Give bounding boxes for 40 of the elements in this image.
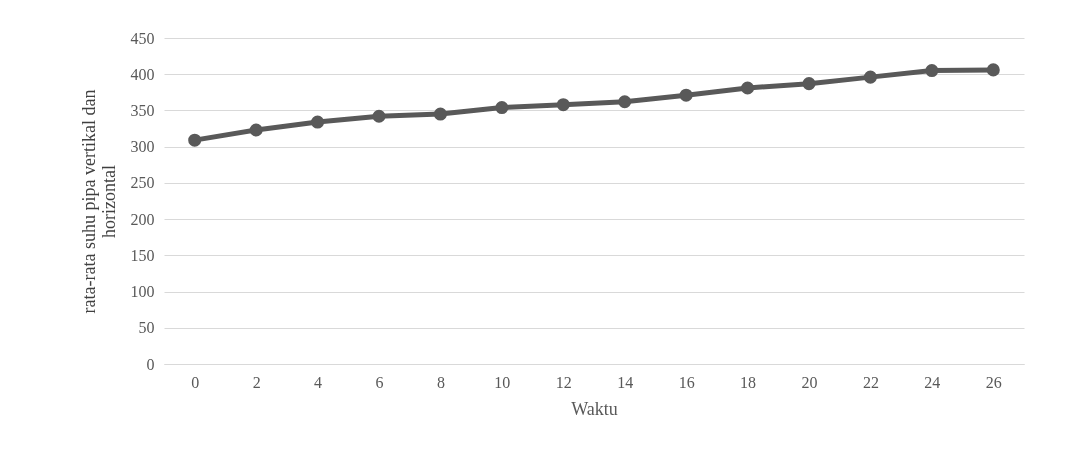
point [311, 115, 325, 129]
x-tick-label: 8 [436, 373, 445, 391]
y-tick-label: 150 [130, 246, 155, 264]
point [433, 107, 447, 121]
y-tick-label: 350 [130, 101, 155, 119]
point [863, 70, 877, 84]
point [495, 101, 509, 115]
x-tick-label: 20 [801, 373, 818, 391]
x-tick-label: 24 [924, 373, 941, 391]
point [986, 63, 1000, 77]
point [372, 109, 386, 123]
x-tick-label: 2 [252, 373, 261, 391]
y-tick-label: 400 [130, 65, 155, 83]
x-axis-title: Waktu [571, 398, 618, 419]
point [925, 64, 939, 78]
x-tick-label: 4 [314, 373, 323, 391]
y-tick-label: 50 [138, 319, 155, 337]
x-tick-label: 6 [375, 373, 384, 391]
x-tick-label: 16 [678, 373, 695, 391]
x-tick-label: 18 [740, 373, 757, 391]
y-tick-label: 200 [130, 210, 155, 228]
point [188, 133, 202, 147]
x-tick-label: 26 [985, 373, 1002, 391]
x-tick-label: 0 [191, 373, 200, 391]
point [741, 81, 755, 95]
point [618, 95, 632, 109]
y-tick-label: 300 [130, 138, 155, 156]
y-tick-label: 450 [130, 29, 155, 47]
y-tick-label: 250 [130, 174, 155, 192]
point [679, 88, 693, 102]
point [802, 77, 816, 91]
x-tick-label: 12 [555, 373, 572, 391]
y-axis-title: rata-rata suhu pipa vertikal dan horizontal [78, 89, 119, 314]
x-tick-label: 10 [494, 373, 511, 391]
point [249, 123, 263, 137]
y-tick-label: 100 [130, 283, 155, 301]
y-tick-label: 0 [146, 355, 155, 373]
x-tick-label: 14 [617, 373, 634, 391]
point [556, 98, 570, 112]
x-tick-label: 22 [862, 373, 879, 391]
